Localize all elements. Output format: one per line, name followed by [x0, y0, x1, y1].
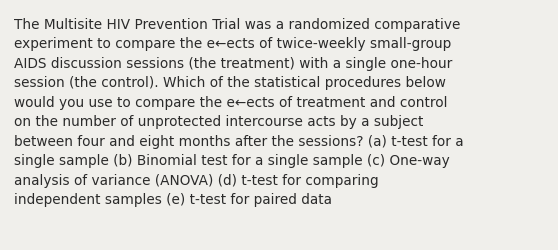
- Text: The Multisite HIV Prevention Trial was a randomized comparative
experiment to co: The Multisite HIV Prevention Trial was a…: [14, 18, 464, 206]
